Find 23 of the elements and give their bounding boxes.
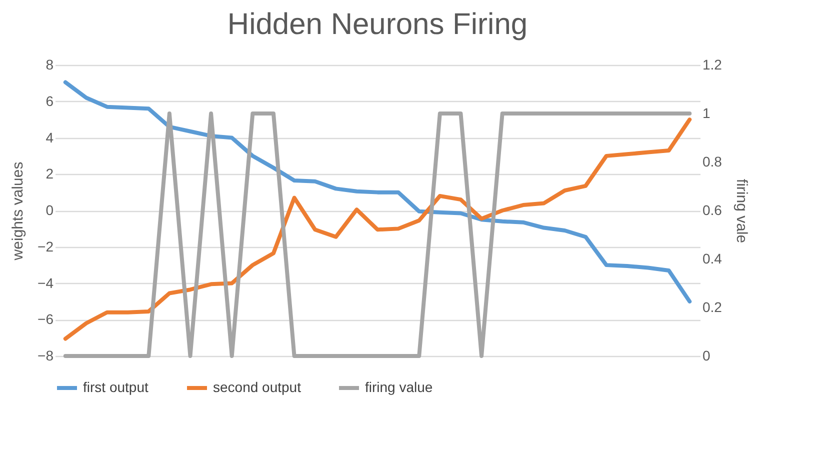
y2-tick-label: 1.2: [702, 56, 722, 72]
legend-label: first output: [83, 379, 148, 395]
chart-title: Hidden Neurons Firing: [227, 8, 528, 41]
y-tick-label: −4: [38, 274, 54, 291]
y2-tick-label: 1: [702, 105, 710, 121]
line-series: [63, 80, 692, 304]
y2-tick-label: 0: [702, 348, 710, 364]
y-tick-label: −8: [38, 348, 54, 364]
y2-tick-label: 0.4: [702, 250, 722, 266]
y2-tick-label: 0.2: [702, 299, 722, 315]
y-axis-title: weights values: [10, 162, 27, 262]
y-tick-label: 0: [46, 202, 54, 218]
y2-axis-title: firing vale: [732, 178, 750, 244]
y2-tick-label: 0.6: [702, 202, 722, 218]
y-tick-label: −2: [38, 238, 54, 254]
y-tick-label: −6: [38, 311, 54, 328]
legend-label: firing value: [365, 379, 433, 395]
y-tick-label: 2: [46, 166, 54, 182]
y-tick-label: 8: [46, 56, 54, 72]
y-tick-label: 4: [46, 129, 54, 146]
y2-tick-label: 0.8: [702, 154, 722, 170]
legend-label: second output: [213, 379, 302, 395]
y-tick-label: 6: [46, 92, 54, 109]
